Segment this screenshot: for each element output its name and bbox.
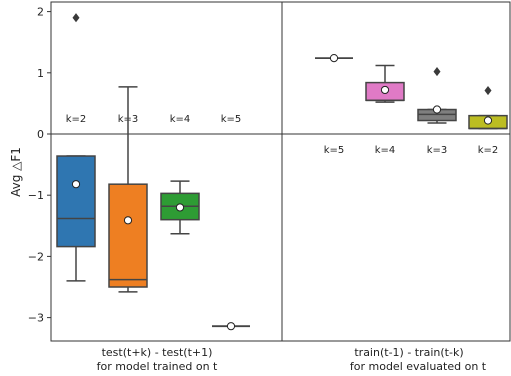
box-k-label: k=2 (66, 114, 87, 125)
y-axis-label: Avg △F1 (9, 147, 23, 197)
y-tick-label: 2 (37, 6, 44, 19)
box-k-label: k=2 (478, 145, 499, 156)
box-iqr (108, 183, 148, 288)
mean-marker (123, 216, 133, 225)
box-k-label: k=4 (375, 145, 396, 156)
mean-marker (226, 322, 236, 331)
plot-frame (50, 1, 511, 342)
box-k-label: k=3 (427, 145, 448, 156)
y-tick-label: 1 (37, 67, 44, 80)
y-tick-label: −1 (28, 189, 44, 202)
box-iqr (56, 155, 96, 248)
mean-marker (71, 180, 81, 189)
panel-1-xlabel-line2: for model trained on t (97, 360, 218, 373)
box-k-label: k=5 (324, 145, 345, 156)
mean-marker (483, 116, 493, 125)
y-tick-label: −2 (28, 250, 44, 263)
outlier-marker (72, 13, 80, 23)
mean-marker (380, 85, 390, 95)
panel-2-xlabel-line2: for model evaluated on t (350, 360, 487, 373)
box-k-label: k=5 (221, 114, 242, 125)
panel-2-xlabel-line1: train(t-1) - train(t-k) (354, 346, 463, 359)
panel-1-xlabel-line1: test(t+k) - test(t+1) (102, 346, 213, 359)
box-k-label: k=4 (170, 114, 191, 125)
y-tick-label: −3 (28, 312, 44, 325)
y-tick-label: 0 (37, 128, 44, 141)
mean-marker (175, 203, 185, 212)
outlier-marker (484, 85, 492, 96)
mean-marker (329, 54, 339, 63)
outlier-marker (433, 67, 441, 77)
mean-marker (432, 105, 442, 114)
